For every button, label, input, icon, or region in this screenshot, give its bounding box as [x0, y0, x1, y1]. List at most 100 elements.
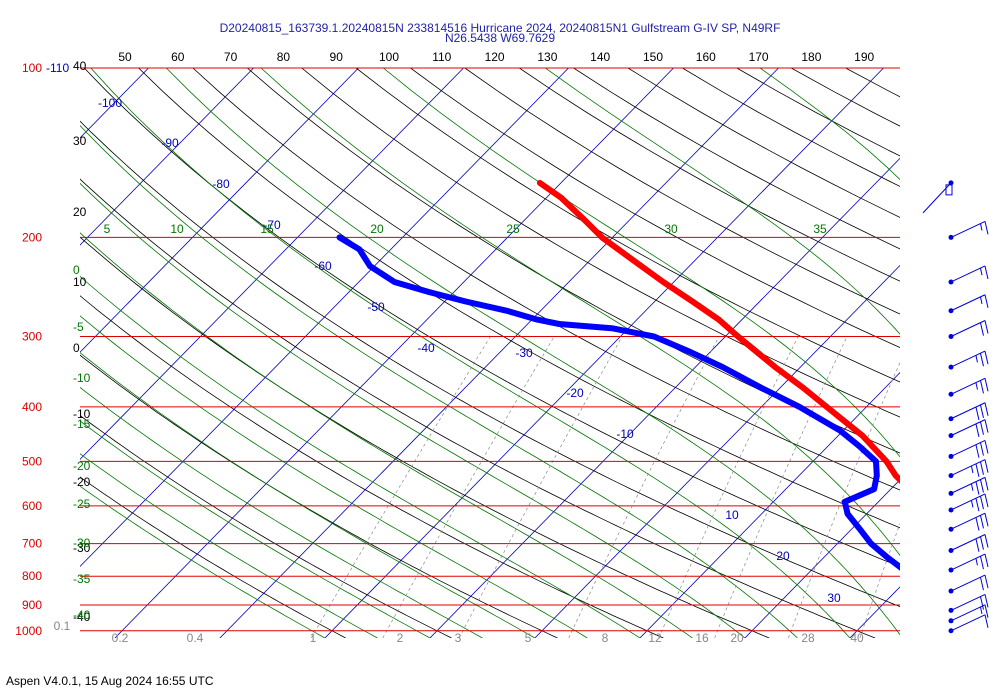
mixing-ratio-label: 12	[648, 631, 662, 645]
wind-barb-feather	[984, 604, 989, 618]
top-axis-label: 50	[118, 50, 132, 64]
wind-barb-half-feather	[979, 296, 983, 304]
dry-adiabat-line	[80, 236, 770, 638]
moist-adiabat-line	[80, 182, 746, 638]
dry-adiabat-label: 10	[73, 275, 87, 289]
wind-barb	[948, 476, 989, 496]
dry-adiabat-label: -30	[73, 541, 91, 555]
wind-barb-half-feather	[979, 223, 983, 231]
wind-barb-staff	[950, 534, 986, 551]
mixing-ratio-line	[458, 336, 623, 638]
moist-adiabat-line	[80, 352, 536, 638]
wind-barb-staff	[950, 459, 986, 477]
wind-barb-half-feather	[970, 500, 974, 508]
wind-barb-feather	[975, 423, 980, 437]
isotherm-line	[849, 586, 900, 638]
mixing-ratio-label: 20	[730, 631, 744, 645]
mixing-ratio-line	[788, 361, 900, 638]
dry-adiabat-label: 0	[73, 341, 80, 355]
mixing-ratio-line	[714, 336, 848, 638]
wind-barb	[948, 419, 989, 439]
isobar-label: 600	[22, 499, 42, 513]
wind-barb-staff	[950, 604, 986, 622]
wind-barb	[948, 512, 989, 532]
moist-adiabat-top-label: 5	[104, 222, 111, 236]
top-axis-label: 170	[749, 50, 769, 64]
chart-title-line-2: N26.5438 W69.7629	[445, 31, 555, 45]
wind-barb	[948, 439, 989, 459]
dry-adiabat-line	[80, 120, 900, 608]
isotherm-line	[534, 264, 900, 638]
isotherm-label: -60	[314, 259, 332, 273]
wind-barb-staff	[950, 614, 986, 632]
wind-barb-box	[945, 184, 953, 196]
wind-barbs	[922, 180, 989, 634]
top-axis-label: 160	[696, 50, 716, 64]
mixing-ratio-line	[310, 336, 491, 638]
wind-barb-staff	[950, 593, 986, 611]
dry-adiabat-line	[80, 476, 346, 638]
isotherm-label: -100	[98, 96, 122, 110]
dry-adiabat-label: 30	[73, 134, 87, 148]
wind-barb-feather	[975, 444, 980, 458]
wind-barb-half-feather	[970, 483, 974, 491]
dry-adiabat-line	[80, 178, 876, 638]
wind-barb-feather	[984, 594, 989, 608]
moist-adiabat-left-label: -10	[73, 371, 91, 385]
top-axis-label: 110	[432, 50, 451, 64]
moist-adiabat-line	[260, 68, 900, 556]
isobar-label: 200	[22, 230, 42, 244]
wind-barb-half-feather	[975, 382, 978, 390]
dry-adiabat-line	[192, 68, 900, 491]
mixing-ratio-label: 5	[525, 631, 532, 645]
mixing-ratio-line	[925, 337, 1000, 639]
isobar-label: 700	[22, 537, 42, 551]
dry-adiabat-line	[138, 68, 900, 529]
wind-barb	[948, 534, 989, 553]
isotherm-label: 10	[725, 508, 739, 522]
wind-barb-feather	[984, 294, 989, 308]
wind-barb-feather	[979, 515, 984, 529]
isobar-label: 400	[22, 400, 42, 414]
isotherm-label: -80	[212, 177, 230, 191]
isotherm-label: 30	[827, 591, 841, 605]
moist-adiabat-line	[80, 485, 326, 638]
isobar-label: 500	[22, 454, 42, 468]
mixing-ratio-label: 28	[801, 631, 815, 645]
wind-barb-staff	[950, 377, 986, 395]
wind-barb	[948, 459, 989, 479]
moist-adiabat-left-label: -40	[73, 608, 91, 622]
moist-adiabat-left-label: -30	[73, 536, 91, 550]
top-axis-label: 150	[643, 50, 663, 64]
dry-adiabat-label: 40	[73, 59, 87, 73]
wind-barb-feather	[979, 380, 984, 394]
wind-barb	[948, 377, 989, 397]
wind-barb-staff	[950, 553, 986, 571]
isotherm-line	[114, 68, 674, 638]
top-axis-label: 100	[379, 50, 399, 64]
wind-barb-feather	[979, 461, 984, 475]
wind-barb-staff	[950, 350, 986, 368]
moist-adiabat-top-label: 25	[506, 222, 520, 236]
top-axis-label: 60	[171, 50, 185, 64]
wind-barb-feather	[979, 404, 984, 418]
moist-adiabat-left-label: -20	[73, 459, 91, 473]
isobar-label: 100	[22, 61, 42, 75]
isotherm-label: -90	[161, 136, 179, 150]
isotherm-label: -10	[616, 427, 634, 441]
moist-adiabat-line	[80, 420, 431, 638]
mixing-ratio-label: 40	[850, 631, 864, 645]
dry-adiabat-label: -10	[73, 407, 91, 421]
moist-adiabat-line	[80, 124, 798, 638]
wind-barb-feather	[984, 440, 989, 454]
wind-barb-feather	[984, 614, 989, 628]
isotherm-label: 20	[776, 549, 790, 563]
isotherm-label: -70	[263, 218, 281, 232]
moist-adiabat-top-label: 20	[370, 222, 384, 236]
wind-barb-staff	[950, 439, 986, 457]
mixing-ratio-label: 0.1	[54, 619, 71, 633]
isotherm-corner-label: -110	[46, 61, 69, 75]
dry-adiabat-label: -20	[73, 475, 91, 489]
mixing-ratio-label: 8	[602, 631, 609, 645]
